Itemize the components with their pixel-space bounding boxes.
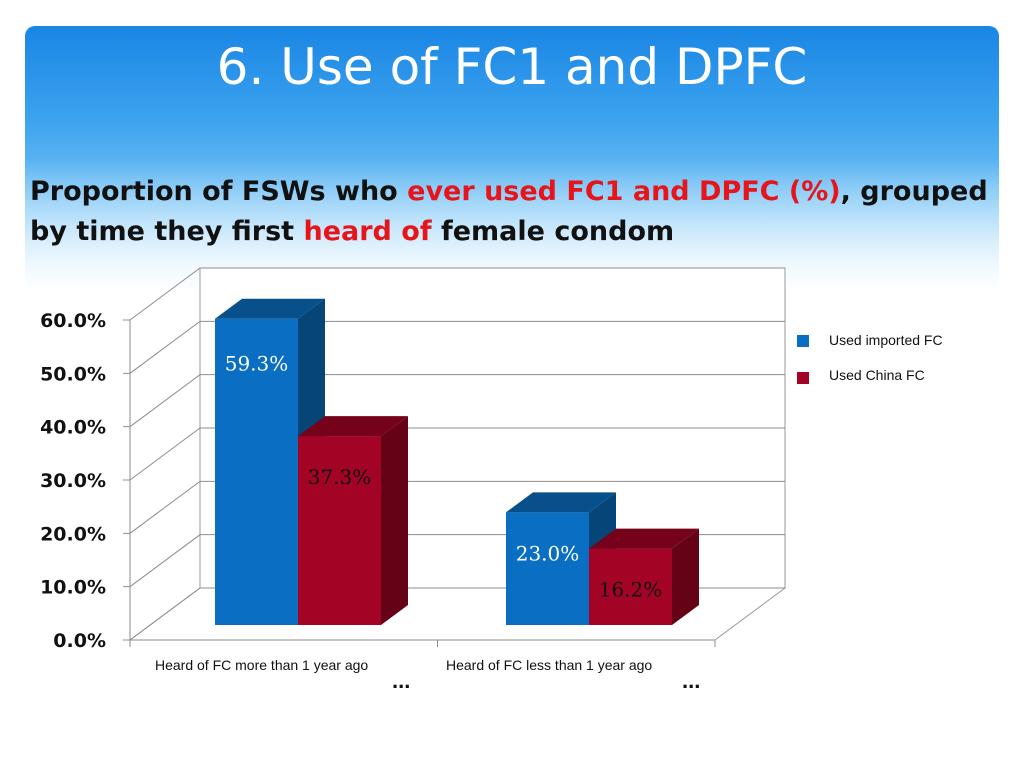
legend-label-china: Used China FC: [829, 367, 925, 383]
data-label: 59.3%: [225, 352, 289, 376]
bar-top: [506, 492, 616, 513]
data-label: 23.0%: [516, 541, 580, 565]
y-tick-label: 60.0%: [40, 310, 106, 332]
data-label: 16.2%: [599, 578, 663, 602]
bar-front: [589, 548, 672, 625]
data-label: 37.3%: [308, 465, 372, 489]
gridline: [129, 320, 785, 374]
category-ellipsis-1: ...: [682, 668, 701, 693]
gridline: [129, 427, 785, 481]
category-ellipsis-0: ...: [392, 668, 411, 693]
legend-item-china: Used China FC: [797, 367, 925, 384]
subtitle-part: female condom: [431, 216, 675, 247]
chart-subtitle: Proportion of FSWs who ever used FC1 and…: [30, 172, 990, 252]
bar-front: [215, 318, 298, 625]
gridline: [129, 374, 785, 428]
subtitle-part-highlight: heard of: [303, 216, 432, 247]
bar-front: [298, 436, 381, 625]
y-tick-label: 20.0%: [40, 523, 106, 545]
bar-side: [672, 528, 699, 625]
gridline: [129, 480, 785, 534]
y-tick-label: 30.0%: [40, 470, 106, 492]
legend-item-imported: Used imported FC: [797, 332, 943, 348]
y-tick-label: 50.0%: [40, 363, 106, 385]
category-label-1: Heard of FC less than 1 year ago: [446, 657, 653, 673]
y-tick-label: 40.0%: [40, 417, 106, 439]
legend-swatch-imported: [797, 335, 809, 348]
bar-top: [589, 528, 699, 549]
subtitle-part: , grouped by time they first: [30, 176, 988, 247]
y-tick-label: 10.0%: [40, 577, 106, 599]
slide-title: 6. Use of FC1 and DPFC: [216, 38, 808, 96]
bar-top: [215, 298, 325, 319]
bar-front: [506, 512, 589, 625]
legend-label-imported: Used imported FC: [829, 332, 943, 348]
subtitle-part: Proportion of FSWs who: [30, 176, 408, 207]
category-label-0: Heard of FC more than 1 year ago: [155, 657, 369, 673]
y-tick-label: 0.0%: [53, 630, 106, 652]
bar-top: [298, 416, 408, 437]
bar-side: [381, 416, 408, 625]
legend-swatch-china: [797, 372, 809, 384]
subtitle-part-highlight: ever used FC1 and DPFC (%): [407, 176, 841, 207]
gridline: [129, 267, 785, 321]
